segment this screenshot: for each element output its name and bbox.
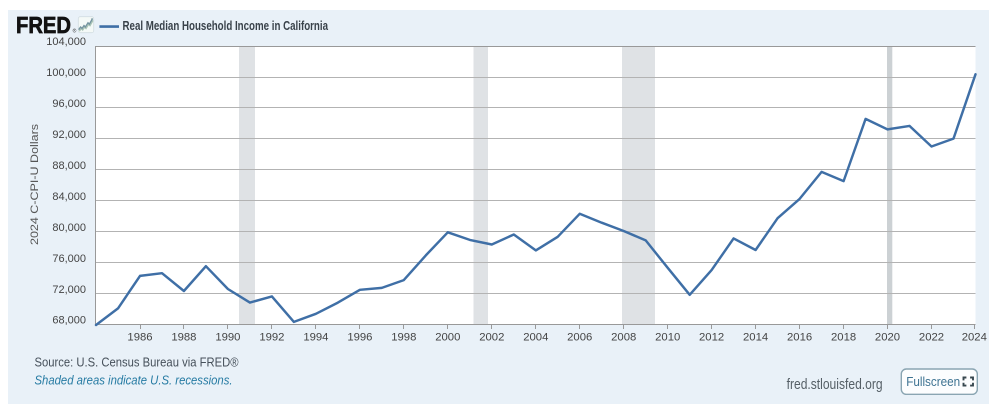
svg-text:84,000: 84,000 [52, 191, 86, 203]
svg-text:FRED: FRED [16, 12, 71, 38]
svg-text:2024: 2024 [962, 332, 987, 344]
svg-text:1990: 1990 [215, 332, 240, 344]
svg-text:2002: 2002 [479, 332, 504, 344]
svg-text:fred.stlouisfed.org: fred.stlouisfed.org [787, 376, 883, 393]
svg-text:2024 C-CPI-U Dollars: 2024 C-CPI-U Dollars [29, 123, 41, 245]
svg-text:1994: 1994 [303, 332, 328, 344]
svg-text:88,000: 88,000 [52, 160, 86, 172]
svg-text:104,000: 104,000 [46, 36, 86, 48]
svg-text:92,000: 92,000 [52, 129, 86, 141]
svg-text:2008: 2008 [611, 332, 636, 344]
svg-text:96,000: 96,000 [52, 98, 86, 110]
svg-text:100,000: 100,000 [46, 67, 86, 79]
svg-text:Shaded areas indicate U.S. rec: Shaded areas indicate U.S. recessions. [35, 374, 233, 388]
svg-text:1988: 1988 [171, 332, 196, 344]
svg-text:2020: 2020 [875, 332, 900, 344]
svg-text:Real Median Household Income i: Real Median Household Income in Californ… [123, 19, 329, 33]
svg-text:®: ® [73, 28, 77, 35]
svg-text:2006: 2006 [567, 332, 592, 344]
svg-text:80,000: 80,000 [52, 222, 86, 234]
svg-text:72,000: 72,000 [52, 284, 86, 296]
svg-text:2000: 2000 [435, 332, 460, 344]
svg-text:76,000: 76,000 [52, 253, 86, 265]
svg-text:1992: 1992 [259, 332, 284, 344]
svg-text:1986: 1986 [127, 332, 152, 344]
svg-text:68,000: 68,000 [52, 315, 86, 327]
svg-text:2018: 2018 [831, 332, 856, 344]
svg-text:1998: 1998 [391, 332, 416, 344]
svg-text:2010: 2010 [655, 332, 680, 344]
svg-text:2012: 2012 [699, 332, 724, 344]
svg-text:2022: 2022 [919, 332, 944, 344]
svg-text:2004: 2004 [523, 332, 548, 344]
svg-text:2014: 2014 [743, 332, 768, 344]
svg-text:2016: 2016 [787, 332, 812, 344]
svg-text:Fullscreen: Fullscreen [906, 374, 960, 389]
svg-text:Source: U.S. Census Bureau via: Source: U.S. Census Bureau via FRED® [35, 356, 240, 370]
svg-text:1996: 1996 [347, 332, 372, 344]
